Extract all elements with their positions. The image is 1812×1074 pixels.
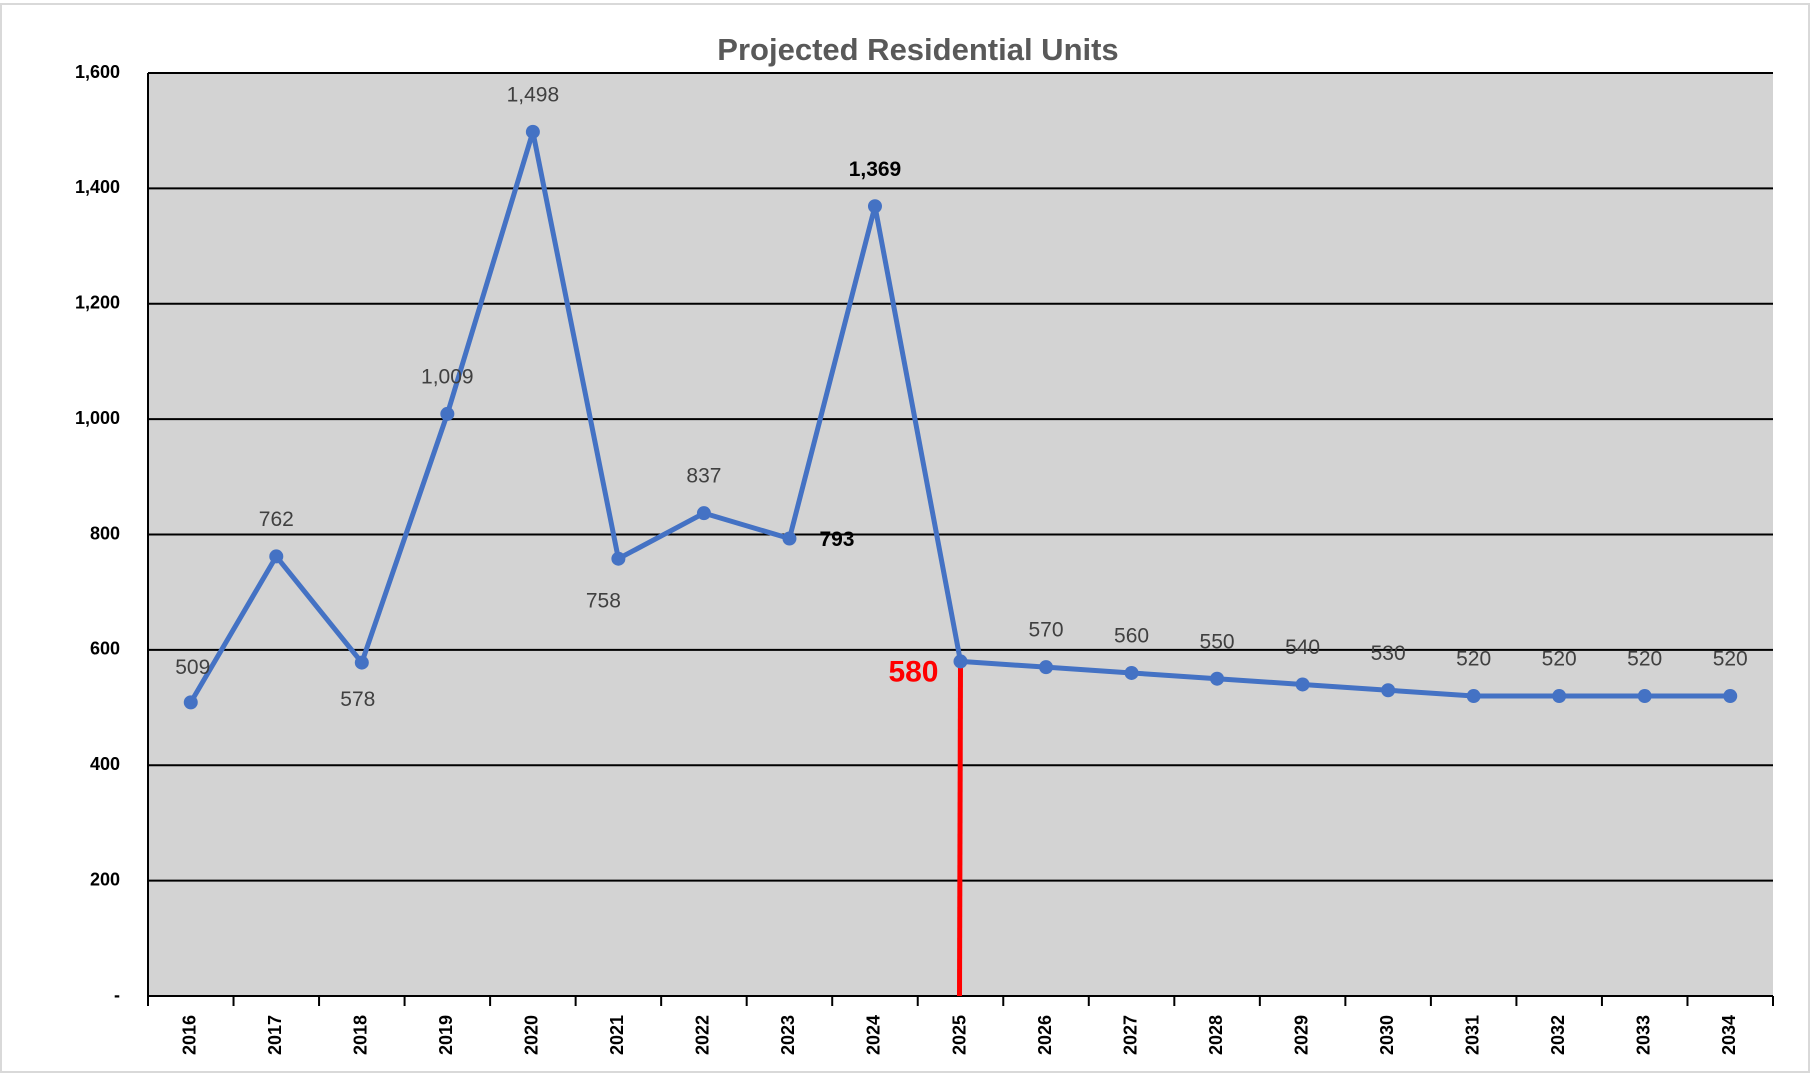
y-tick-label: 1,600 xyxy=(75,62,120,82)
data-label: 578 xyxy=(340,688,375,711)
x-tick-label: 2028 xyxy=(1206,1015,1226,1055)
data-label: 1,369 xyxy=(849,158,902,181)
data-label: 837 xyxy=(686,465,721,488)
data-label: 580 xyxy=(888,655,938,688)
x-tick-label: 2026 xyxy=(1035,1015,1055,1055)
data-point xyxy=(1210,671,1225,686)
data-point xyxy=(867,199,882,214)
data-label: 530 xyxy=(1371,642,1406,665)
y-tick-label: 800 xyxy=(90,523,120,543)
data-point xyxy=(525,124,540,139)
x-tick-label: 2017 xyxy=(265,1015,285,1055)
data-label: 1,009 xyxy=(421,365,474,388)
x-tick-label: 2031 xyxy=(1462,1015,1482,1055)
data-point xyxy=(269,549,284,564)
x-tick-label: 2019 xyxy=(436,1015,456,1055)
y-tick-label: 1,200 xyxy=(75,293,120,313)
data-point xyxy=(183,695,198,710)
data-point xyxy=(1637,689,1652,704)
y-tick-label: 1,400 xyxy=(75,177,120,197)
data-label: 540 xyxy=(1285,636,1320,659)
data-label: 560 xyxy=(1114,624,1149,647)
data-label: 570 xyxy=(1029,619,1064,642)
data-point xyxy=(354,655,369,670)
data-label: 520 xyxy=(1456,648,1491,671)
x-tick-label: 2023 xyxy=(778,1015,798,1055)
data-point xyxy=(1039,660,1054,675)
x-tick-label: 2034 xyxy=(1719,1015,1739,1055)
data-point xyxy=(1381,683,1396,698)
x-tick-label: 2030 xyxy=(1377,1015,1397,1055)
x-tick-label: 2025 xyxy=(949,1015,969,1055)
data-point xyxy=(611,551,626,566)
highlight-line xyxy=(957,661,963,997)
data-point xyxy=(696,506,711,521)
x-tick-label: 2032 xyxy=(1548,1015,1568,1055)
data-label: 520 xyxy=(1713,648,1748,671)
data-point xyxy=(1552,689,1567,704)
y-tick-label: 400 xyxy=(90,754,120,774)
data-point xyxy=(1295,677,1310,692)
data-point xyxy=(953,654,968,669)
data-point xyxy=(782,531,797,546)
y-tick-label: 600 xyxy=(90,639,120,659)
data-point xyxy=(1124,665,1139,680)
data-label: 520 xyxy=(1542,648,1577,671)
data-label: 762 xyxy=(259,508,294,531)
chart-title: Projected Residential Units xyxy=(717,32,1118,67)
data-label: 758 xyxy=(586,589,621,612)
data-label: 520 xyxy=(1627,648,1662,671)
x-tick-label: 2018 xyxy=(351,1015,371,1055)
x-tick-label: 2020 xyxy=(522,1015,542,1055)
data-label: 793 xyxy=(819,528,854,551)
x-tick-label: 2024 xyxy=(864,1015,884,1055)
data-label: 1,498 xyxy=(507,83,560,106)
y-tick-label: 1,000 xyxy=(75,408,120,428)
y-tick-label: - xyxy=(114,985,120,1005)
data-label: 550 xyxy=(1200,630,1235,653)
x-tick-label: 2029 xyxy=(1291,1015,1311,1055)
data-point xyxy=(1723,689,1738,704)
data-label: 509 xyxy=(175,656,210,679)
data-point xyxy=(440,406,455,421)
x-tick-label: 2021 xyxy=(607,1015,627,1055)
data-point xyxy=(1466,689,1481,704)
x-tick-label: 2022 xyxy=(693,1015,713,1055)
x-tick-label: 2016 xyxy=(180,1015,200,1055)
y-tick-label: 200 xyxy=(90,869,120,889)
x-tick-label: 2027 xyxy=(1120,1015,1140,1055)
x-tick-label: 2033 xyxy=(1633,1015,1653,1055)
